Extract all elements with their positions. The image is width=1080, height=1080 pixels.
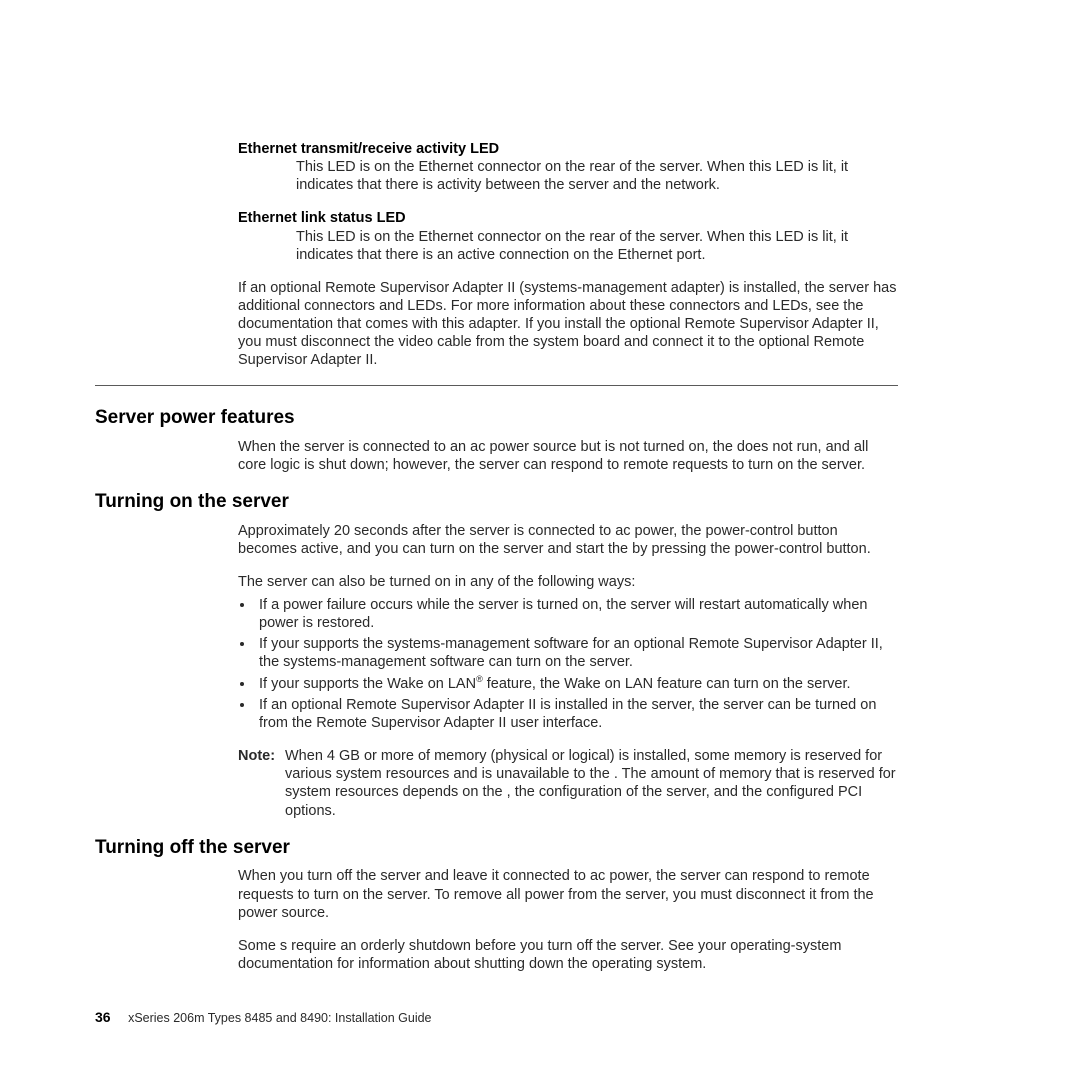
definition-term: Ethernet transmit/receive activity LED <box>238 140 898 158</box>
registered-mark-icon: ® <box>476 674 483 684</box>
definition-body: This LED is on the Ethernet connector on… <box>296 158 898 194</box>
page-number: 36 <box>95 1009 111 1025</box>
page-footer: 36 xSeries 206m Types 8485 and 8490: Ins… <box>95 1009 432 1025</box>
paragraph-on-2: The server can also be turned on in any … <box>238 573 898 591</box>
footer-title: xSeries 206m Types 8485 and 8490: Instal… <box>128 1011 431 1025</box>
heading-turning-on: Turning on the server <box>95 490 898 514</box>
turn-on-list: If a power failure occurs while the serv… <box>238 596 898 733</box>
paragraph-power: When the server is connected to an ac po… <box>238 438 898 474</box>
heading-server-power-features: Server power features <box>95 406 898 430</box>
list-item-text: feature, the Wake on LAN feature can tur… <box>483 676 851 692</box>
note-block: Note: When 4 GB or more of memory (physi… <box>238 747 898 820</box>
note-label: Note: <box>238 747 275 765</box>
list-item: If your supports the systems-management … <box>255 635 898 671</box>
paragraph-on-1: Approximately 20 seconds after the serve… <box>238 522 898 558</box>
list-item-text: If your supports the Wake on LAN <box>259 676 476 692</box>
paragraph-off-1: When you turn off the server and leave i… <box>238 867 898 921</box>
definition-body: This LED is on the Ethernet connector on… <box>296 228 898 264</box>
definition-term: Ethernet link status LED <box>238 209 898 227</box>
section-rule <box>95 385 898 386</box>
paragraph-adapter: If an optional Remote Supervisor Adapter… <box>238 279 898 370</box>
paragraph-off-2: Some s require an orderly shutdown befor… <box>238 937 898 973</box>
list-item: If your supports the Wake on LAN® featur… <box>255 674 898 693</box>
document-page: Ethernet transmit/receive activity LED T… <box>0 0 1080 1080</box>
list-item: If a power failure occurs while the serv… <box>255 596 898 632</box>
heading-turning-off: Turning off the server <box>95 836 898 860</box>
body-column: Ethernet transmit/receive activity LED T… <box>238 140 898 973</box>
list-item: If an optional Remote Supervisor Adapter… <box>255 696 898 732</box>
note-body: When 4 GB or more of memory (physical or… <box>238 747 898 820</box>
